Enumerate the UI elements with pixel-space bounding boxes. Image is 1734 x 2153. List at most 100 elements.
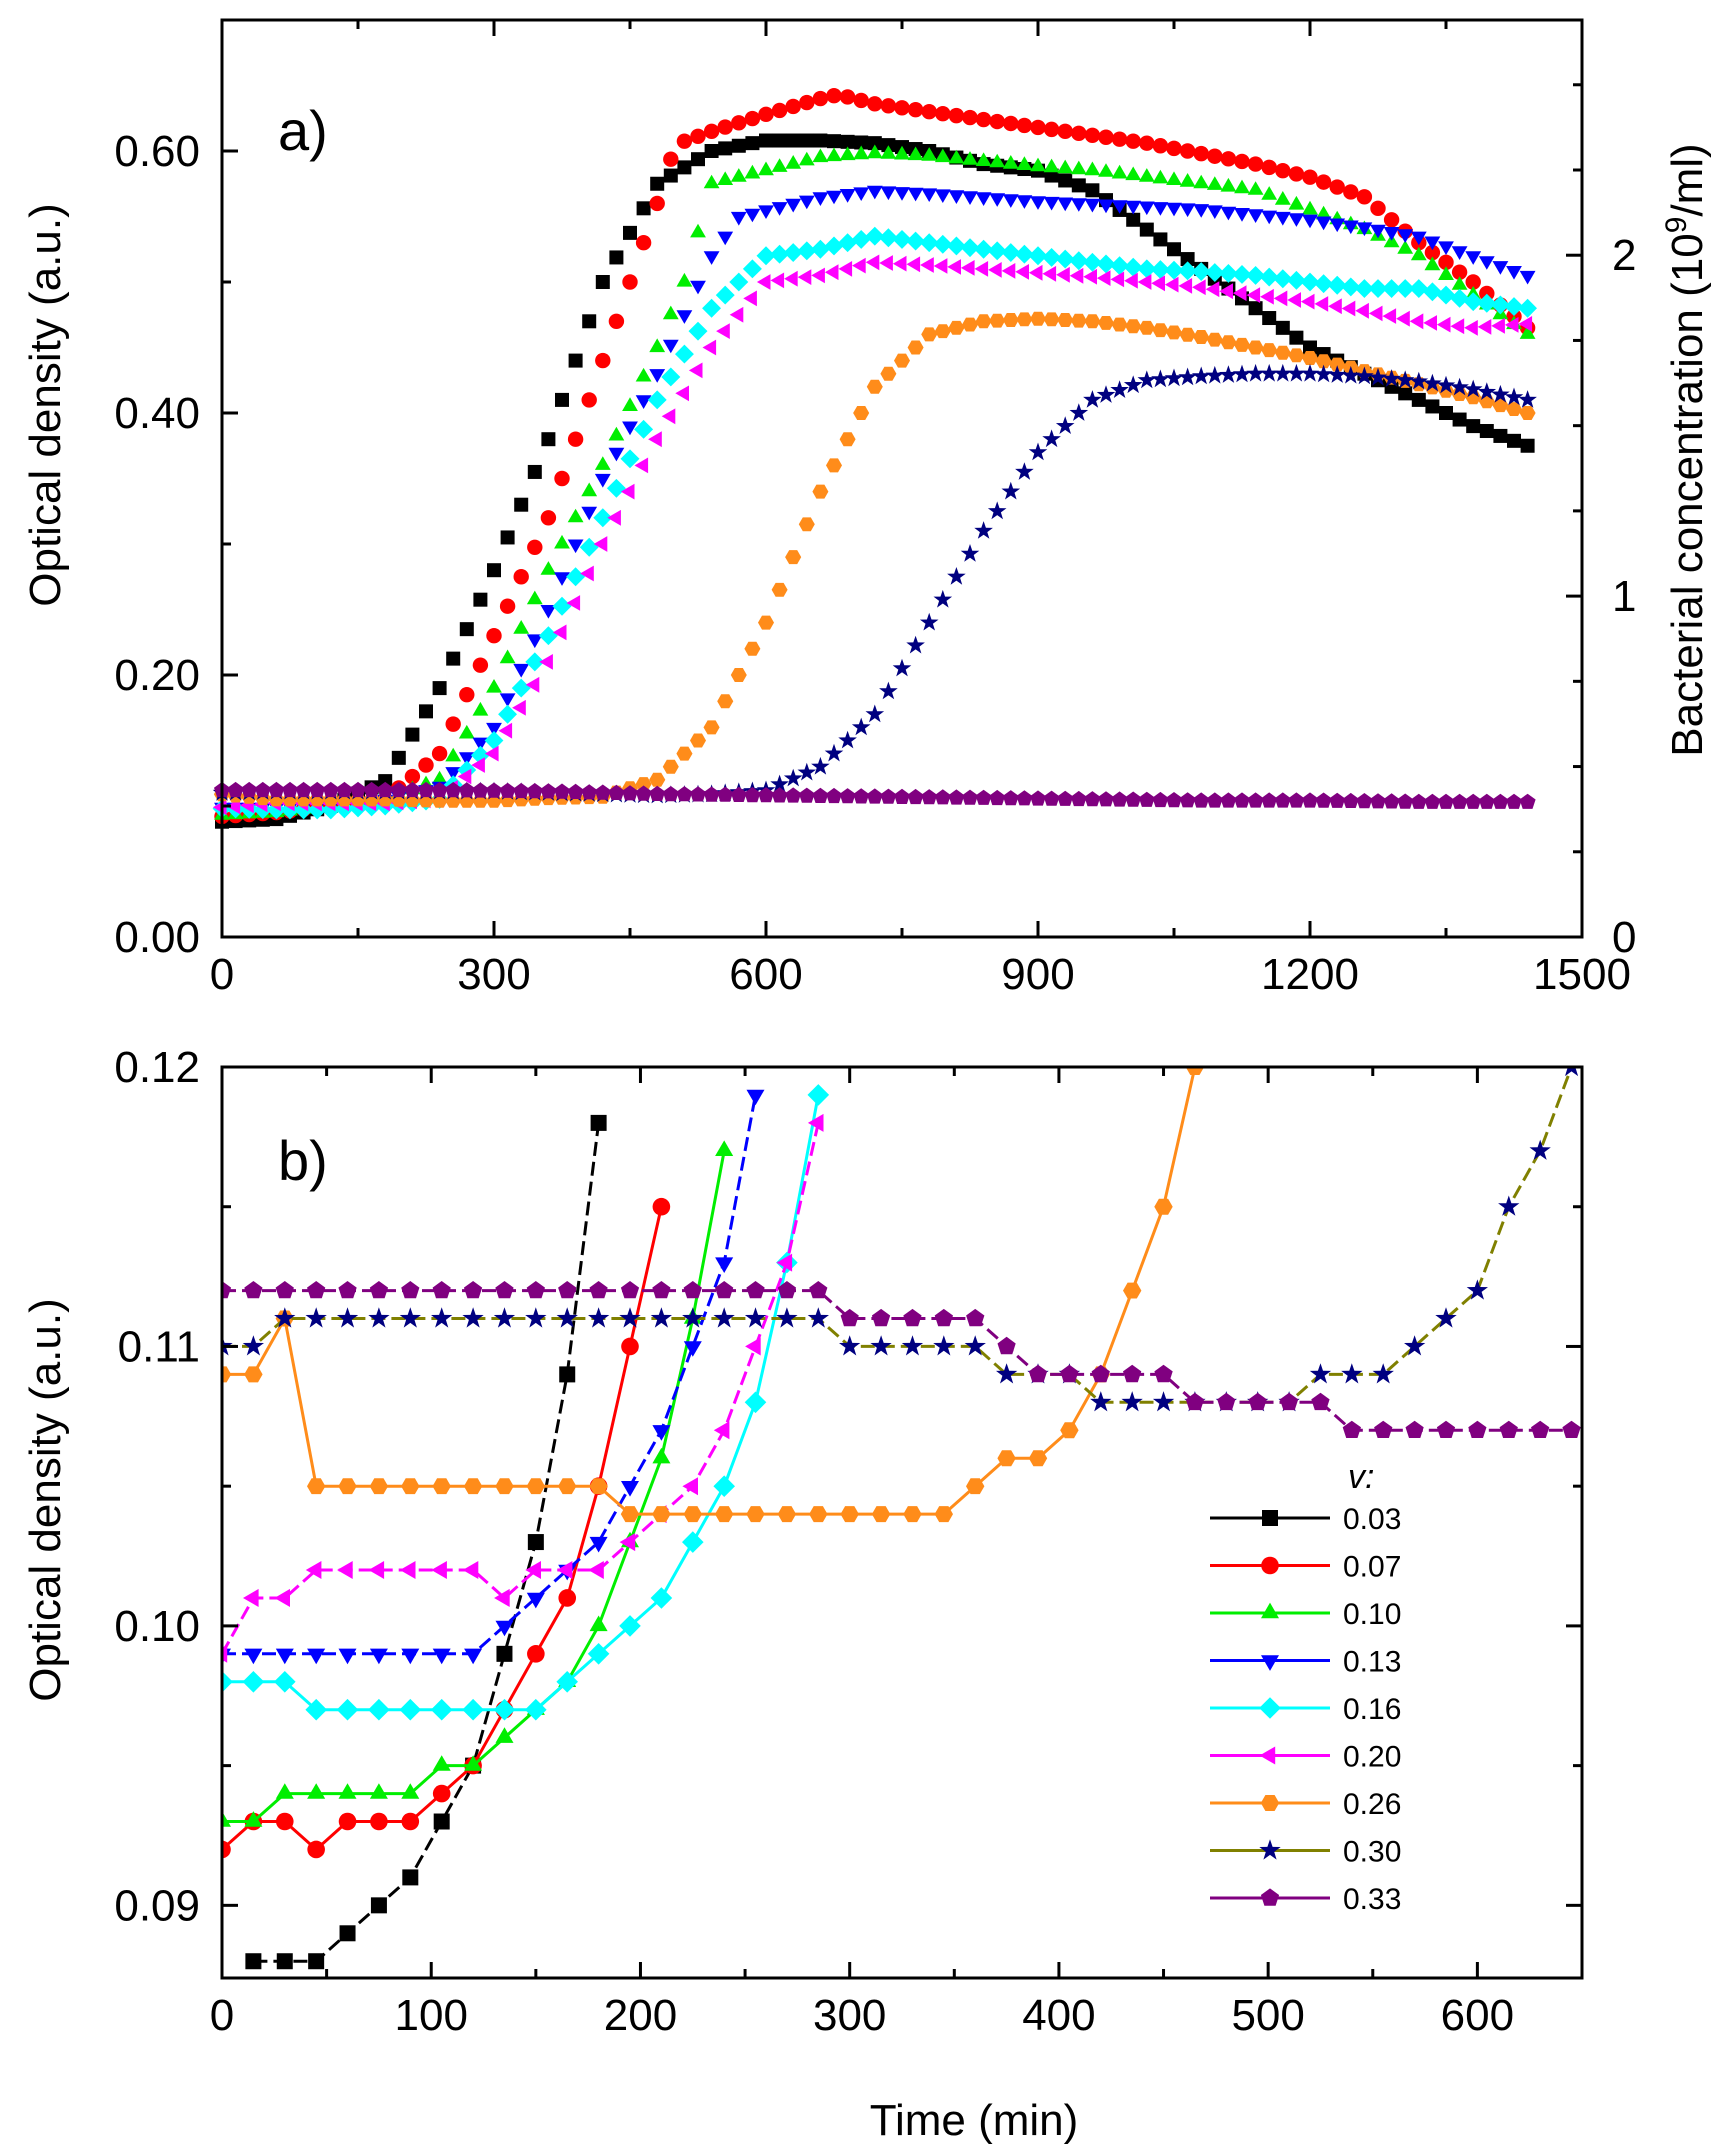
legend-item-0.16: 0.16: [1210, 1693, 1401, 1726]
panel-a-point-0.07: [1356, 189, 1373, 205]
legend-marker-triangle-down: [1261, 1655, 1279, 1671]
panel-b-point-0.16: [368, 1698, 390, 1721]
panel-a-point-0.33: [934, 789, 951, 805]
panel-a-point-0.33: [1465, 793, 1482, 809]
panel-a-point-0.10: [1030, 157, 1046, 172]
legend-marker-diamond: [1259, 1697, 1281, 1719]
panel-a-point-0.33: [866, 788, 883, 804]
panel-b-point-0.30: [744, 1307, 767, 1328]
panel-a-point-0.10: [499, 649, 516, 664]
panel-b-point-0.30: [399, 1307, 421, 1328]
panel-b-point-0.03: [559, 1366, 576, 1383]
panel-a-point-0.16: [742, 259, 762, 279]
panel-b-point-0.03: [339, 1925, 356, 1942]
panel-b-point-0.33: [1405, 1420, 1424, 1438]
panel-b-point-0.03: [527, 1534, 544, 1551]
panel-a-point-0.03: [500, 530, 515, 545]
panel-a-point-0.16: [538, 626, 558, 646]
panel-a-point-0.03: [527, 464, 542, 479]
panel-b-point-0.33: [809, 1281, 828, 1299]
panel-b-point-0.33: [307, 1281, 326, 1299]
panel-b-point-0.07: [275, 1812, 294, 1831]
panel-b-point-0.10: [307, 1783, 326, 1799]
panel-a-point-0.26: [1016, 312, 1033, 327]
panel-b-point-0.13: [495, 1620, 514, 1637]
panel-a-point-0.30: [838, 730, 857, 749]
panel-a-point-0.03: [1248, 301, 1263, 316]
panel-a-point-0.03: [582, 314, 597, 329]
panel-a-point-0.20: [756, 274, 771, 290]
panel-a-point-0.26: [826, 458, 842, 473]
panel-a-point-0.26: [934, 324, 951, 339]
panel-a-point-0.07: [527, 539, 543, 555]
panel-a-point-0.16: [1450, 288, 1470, 308]
panel-a-point-0.33: [989, 789, 1006, 806]
panel-a-point-0.07: [1193, 145, 1209, 162]
panel-b-point-0.13: [338, 1648, 357, 1665]
panel-a-point-0.03: [1520, 438, 1535, 453]
panel-b-point-0.10: [495, 1727, 514, 1743]
legend-item-0.20: 0.20: [1210, 1741, 1401, 1774]
panel-a-point-0.33: [1478, 793, 1495, 809]
panel-a-point-0.33: [1002, 790, 1019, 806]
panel-a-point-0.20: [974, 261, 989, 277]
legend-label: 0.07: [1343, 1551, 1401, 1584]
panel-b-point-0.26: [934, 1506, 953, 1523]
panel-a-point-0.13: [826, 190, 842, 205]
panel-a-point-0.07: [948, 107, 965, 124]
panel-b-point-0.26: [997, 1450, 1016, 1467]
panel-a-point-0.30: [1001, 481, 1021, 500]
panel-a-point-0.03: [473, 592, 488, 607]
legend: v: 0.03 0.07 0.10 0.13 0.16 0.20 0.26 0.30 0.33: [1210, 1458, 1401, 1916]
panel-a-point-0.20: [1504, 317, 1519, 333]
panel-b-series-0.16: [222, 1084, 830, 1721]
panel-a-point-0.30: [811, 756, 830, 775]
panel-a-point-0.13: [662, 339, 679, 354]
panel-a-point-0.33: [486, 782, 502, 798]
panel-a-point-0.20: [838, 261, 853, 277]
panel-a-point-0.03: [813, 133, 828, 148]
legend-marker-hexagon: [1260, 1795, 1280, 1811]
panel-b-point-0.16: [274, 1671, 296, 1693]
panel-a-point-0.30: [1042, 429, 1061, 448]
panel-a-point-0.07: [1424, 244, 1441, 261]
panel-a-point-0.20: [770, 272, 785, 289]
panel-a-point-0.20: [920, 257, 934, 273]
panel-a-point-0.30: [1450, 377, 1469, 396]
panel-a-point-0.07: [1152, 138, 1169, 154]
panel-a-point-0.20: [1477, 319, 1492, 335]
panel-a-point-0.13: [1002, 194, 1019, 208]
panel-a-point-0.13: [1043, 196, 1060, 211]
panel-a-point-0.30: [1300, 363, 1320, 382]
panel-b-point-0.26: [809, 1506, 828, 1523]
panel-a-point-0.10: [1302, 200, 1318, 215]
panel-a-point-0.33: [567, 783, 584, 799]
panel-a-point-0.33: [948, 789, 965, 805]
panel-b-point-0.20: [713, 1421, 730, 1440]
panel-a-point-0.20: [852, 257, 866, 274]
panel-a-point-0.30: [1409, 371, 1429, 390]
panel-a-point-0.10: [771, 158, 788, 172]
panel-a-point-0.13: [1274, 211, 1291, 226]
panel-a-point-0.07: [717, 119, 733, 135]
panel-b-point-0.10: [589, 1615, 608, 1632]
panel-b-point-0.33: [1311, 1392, 1330, 1411]
panel-a-point-0.13: [839, 189, 856, 203]
panel-b-point-0.26: [1060, 1422, 1079, 1439]
panel-a-point-0.10: [1206, 176, 1223, 190]
panel-b-point-0.20: [494, 1588, 510, 1607]
legend-label: 0.26: [1343, 1788, 1401, 1821]
panel-a-point-0.13: [1247, 209, 1264, 223]
panel-a-point-0.26: [1288, 348, 1305, 363]
panel-a-point-0.07: [1383, 212, 1400, 228]
panel-a-point-0.13: [1179, 203, 1196, 218]
panel-a-point-0.16: [1151, 260, 1170, 279]
panel-a-point-0.10: [962, 151, 978, 165]
panel-a-point-0.07: [1043, 121, 1060, 138]
panel-a-point-0.13: [690, 280, 706, 295]
panel-a-point-0.10: [662, 305, 679, 320]
panel-a-point-0.30: [1477, 382, 1497, 400]
panel-a-point-0.16: [919, 233, 939, 253]
panel-a-point-0.13: [1220, 206, 1237, 221]
panel-b-point-0.13: [369, 1648, 388, 1665]
